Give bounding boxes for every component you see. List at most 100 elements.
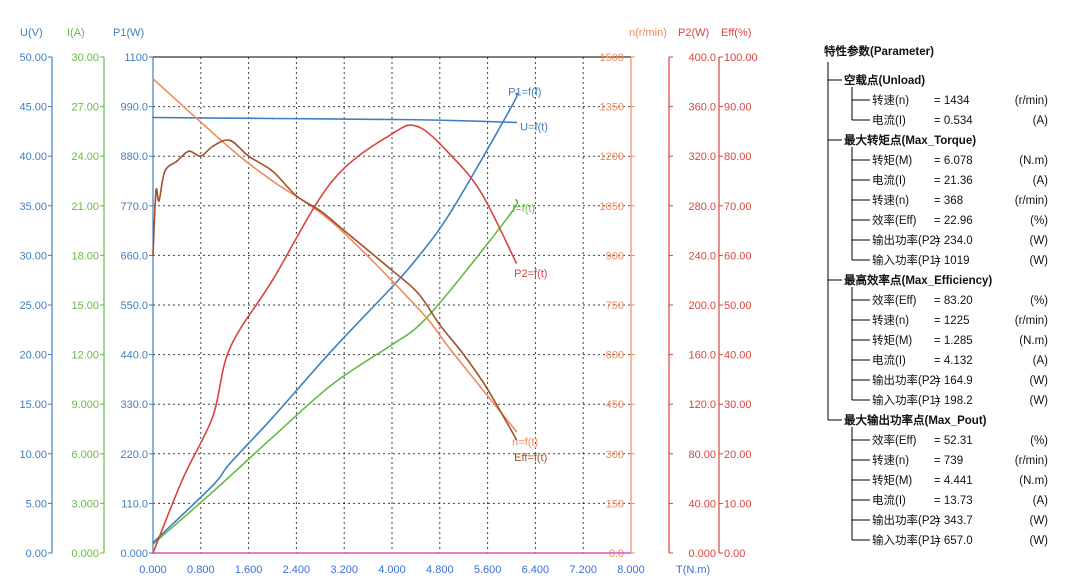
series-point: [391, 286, 393, 288]
eff-tick-label: 60.00: [724, 250, 752, 262]
series-line: [152, 116, 517, 124]
u-tick-label: 25.00: [19, 300, 47, 312]
n-axis: 1500 1350 1200 1050 900 750 600 450 300 150 0.0 n(r…: [600, 27, 667, 560]
series-point: [152, 543, 154, 546]
series-point: [271, 436, 274, 439]
series-point: [515, 198, 518, 201]
series-point: [228, 347, 231, 350]
series-point: [152, 552, 154, 554]
x-tick-label: 4.800: [426, 564, 454, 576]
p1-tick-label: 0.000: [120, 548, 148, 560]
p1-tick-label: 660.0: [120, 250, 148, 262]
p1-tick-label: 990.0: [120, 102, 148, 114]
series-point: [450, 119, 453, 122]
u-tick-label: 50.00: [19, 52, 47, 64]
n-tick-label: 900: [606, 250, 624, 262]
series-point: [187, 150, 190, 153]
series-point: [450, 350, 453, 353]
series-point: [450, 155, 453, 158]
p1-tick-label: 110.0: [121, 498, 148, 510]
i-tick-label: 30.00: [71, 52, 99, 64]
series-label: P2=f(t): [514, 268, 547, 280]
series-label: Eff=f(t): [514, 452, 547, 464]
u-tick-label: 35.00: [19, 201, 47, 213]
p1-tick-label: 770.0: [120, 201, 148, 213]
eff-tick-label: 0.00: [724, 548, 745, 560]
x-tick-label: 4.000: [378, 564, 406, 576]
u-tick-label: 45.00: [19, 102, 47, 114]
x-tick-label: 2.400: [283, 564, 311, 576]
u-tick-label: 40.00: [19, 151, 47, 163]
p1-tick-label: 220.0: [120, 449, 148, 461]
series-point: [391, 269, 393, 272]
eff-tick-label: 70.00: [724, 201, 752, 213]
series-point: [152, 77, 154, 80]
x-axis: 0.000 0.800 1.600 2.400 3.200 4.000 4.800 5.600…: [139, 552, 710, 576]
series-label: U=f(t): [520, 121, 548, 133]
series-point: [271, 170, 274, 173]
series-point: [515, 261, 518, 264]
eff-tick-label: 50.00: [724, 300, 752, 312]
x-tick-label: 8.000: [617, 564, 645, 576]
series-point: [331, 349, 334, 351]
i-axis: 30.00 27.00 24.00 21.00 18.00 15.00 12.00 9.000…: [67, 27, 105, 560]
series-line: [152, 124, 517, 554]
series-point: [176, 160, 178, 163]
series-point: [417, 125, 420, 128]
n-tick-label: 1500: [600, 52, 624, 64]
series-point: [155, 190, 157, 192]
p2-tick-label: 360.0: [688, 102, 716, 114]
p2-axis: 400.0 360.0 320.0 280.0 240.0 200.0 160.0 120.0…: [668, 27, 716, 560]
series-point: [417, 255, 420, 258]
eff-tick-label: 40.00: [724, 350, 752, 362]
series-point: [211, 415, 214, 418]
series-3: n=f(t): [152, 77, 538, 448]
series-point: [391, 118, 393, 121]
p1-tick-label: 330.0: [120, 399, 148, 411]
p2-tick-label: 40.00: [688, 498, 716, 510]
n-tick-label: 450: [606, 399, 624, 411]
i-tick-label: 12.00: [71, 350, 99, 362]
i-tick-label: 18.00: [71, 250, 99, 262]
series-2: P1=f(f): [152, 87, 541, 544]
series-point: [271, 117, 274, 120]
eff-axis-title: Eff(%): [721, 27, 751, 39]
n-tick-label: 1050: [600, 201, 624, 213]
x-tick-label: 7.200: [569, 564, 597, 576]
n-tick-label: 150: [606, 498, 624, 510]
series-line: [152, 199, 519, 545]
i-tick-label: 0.000: [71, 548, 99, 560]
x-tick-label: 5.600: [474, 564, 502, 576]
series-point: [417, 325, 420, 327]
series-point: [331, 180, 334, 182]
n-tick-label: 600: [606, 350, 624, 362]
x-tick-label: 0.000: [139, 564, 167, 576]
series-point: [462, 353, 465, 356]
u-tick-label: 15.00: [19, 399, 47, 411]
i-axis-title: I(A): [67, 27, 85, 39]
series-point: [152, 541, 154, 544]
series-point: [319, 209, 322, 212]
series-point: [228, 462, 231, 465]
p1-tick-label: 880.0: [120, 151, 148, 163]
p2-tick-label: 80.00: [688, 449, 716, 461]
p2-tick-label: 280.0: [688, 201, 716, 213]
series-point: [211, 484, 214, 487]
series-point: [486, 388, 489, 391]
u-tick-label: 5.00: [26, 498, 47, 510]
series-line: [152, 139, 517, 440]
n-tick-label: 1350: [600, 102, 624, 114]
series-point: [450, 209, 453, 212]
series-point: [515, 121, 518, 124]
series-point: [450, 287, 453, 290]
series-point: [211, 145, 214, 148]
series-point: [331, 383, 334, 386]
n-tick-label: 300: [606, 449, 624, 461]
p2-tick-label: 400.0: [688, 52, 716, 64]
eff-tick-label: 30.00: [724, 399, 752, 411]
series-point: [182, 477, 184, 480]
series-point: [228, 147, 231, 149]
i-tick-label: 27.00: [71, 102, 99, 114]
p1-tick-label: 550.0: [120, 300, 148, 312]
series-point: [510, 211, 513, 214]
